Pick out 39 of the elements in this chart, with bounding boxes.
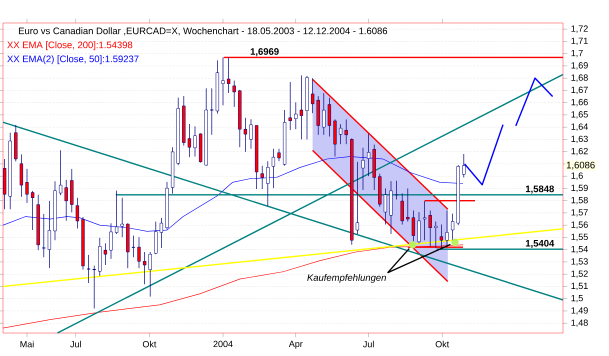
y-tick-label: 1,69 <box>571 62 588 70</box>
y-tick-label: 1,65 <box>571 111 588 119</box>
y-tick-label: 1,49 <box>571 307 588 315</box>
x-tick-label: Apr <box>288 340 303 349</box>
text: XX EMA [Close, 200]:1.54398 <box>7 41 132 50</box>
y-tick-label: 1,55 <box>571 234 588 242</box>
y-tick-label: 1,6 <box>571 172 583 180</box>
y-tick-label: 1,51 <box>571 282 588 290</box>
y-tick-label: 1,57 <box>571 209 588 217</box>
y-tick-label: 1,68 <box>571 74 588 82</box>
y-tick-label: 1,7 <box>571 50 583 58</box>
annotation: 1,5848 <box>526 186 554 194</box>
y-tick-label: 1,58 <box>571 196 588 204</box>
x-tick-label: Mai <box>20 340 34 348</box>
y-tick-label: 1,53 <box>571 258 588 266</box>
y-tick-label: 1,59 <box>571 184 588 192</box>
y-tick-label: 1,62 <box>571 148 588 156</box>
text: XX EMA(2) [Close, 50]:1.59237 <box>7 55 139 64</box>
y-tick-label: 1,67 <box>571 86 588 94</box>
y-tick-label: 1,48 <box>571 319 588 327</box>
annotation: Kaufempfehlungen <box>307 274 386 283</box>
annotation: 1,6086 <box>566 162 595 170</box>
y-tick-label: 1,71 <box>571 38 588 46</box>
chart-title: Euro vs Canadian Dollar ,EURCAD=X, Wochenchart - 18.05.2003 - 12.12.2004 - 1.6086 <box>18 27 388 36</box>
x-tick-label: 2004 <box>213 340 233 348</box>
y-tick-label: 1,5 <box>571 295 583 302</box>
x-tick-label: Jul <box>363 340 374 348</box>
x-tick-label: Okt <box>142 340 156 348</box>
y-tick-label: 1,64 <box>571 123 588 131</box>
y-tick-label: 1,54 <box>571 246 588 254</box>
y-tick-label: 1,56 <box>571 221 588 229</box>
y-tick-label: 1,72 <box>571 25 588 33</box>
x-tick-label: Jul <box>70 340 81 348</box>
x-tick-label: Okt <box>436 340 450 348</box>
y-tick-label: 1,52 <box>571 270 588 278</box>
y-tick-label: 1,63 <box>571 136 588 144</box>
y-tick-label: 1,66 <box>571 98 588 106</box>
annotation: 1,6969 <box>250 48 279 56</box>
annotation: 1,5404 <box>526 240 554 248</box>
